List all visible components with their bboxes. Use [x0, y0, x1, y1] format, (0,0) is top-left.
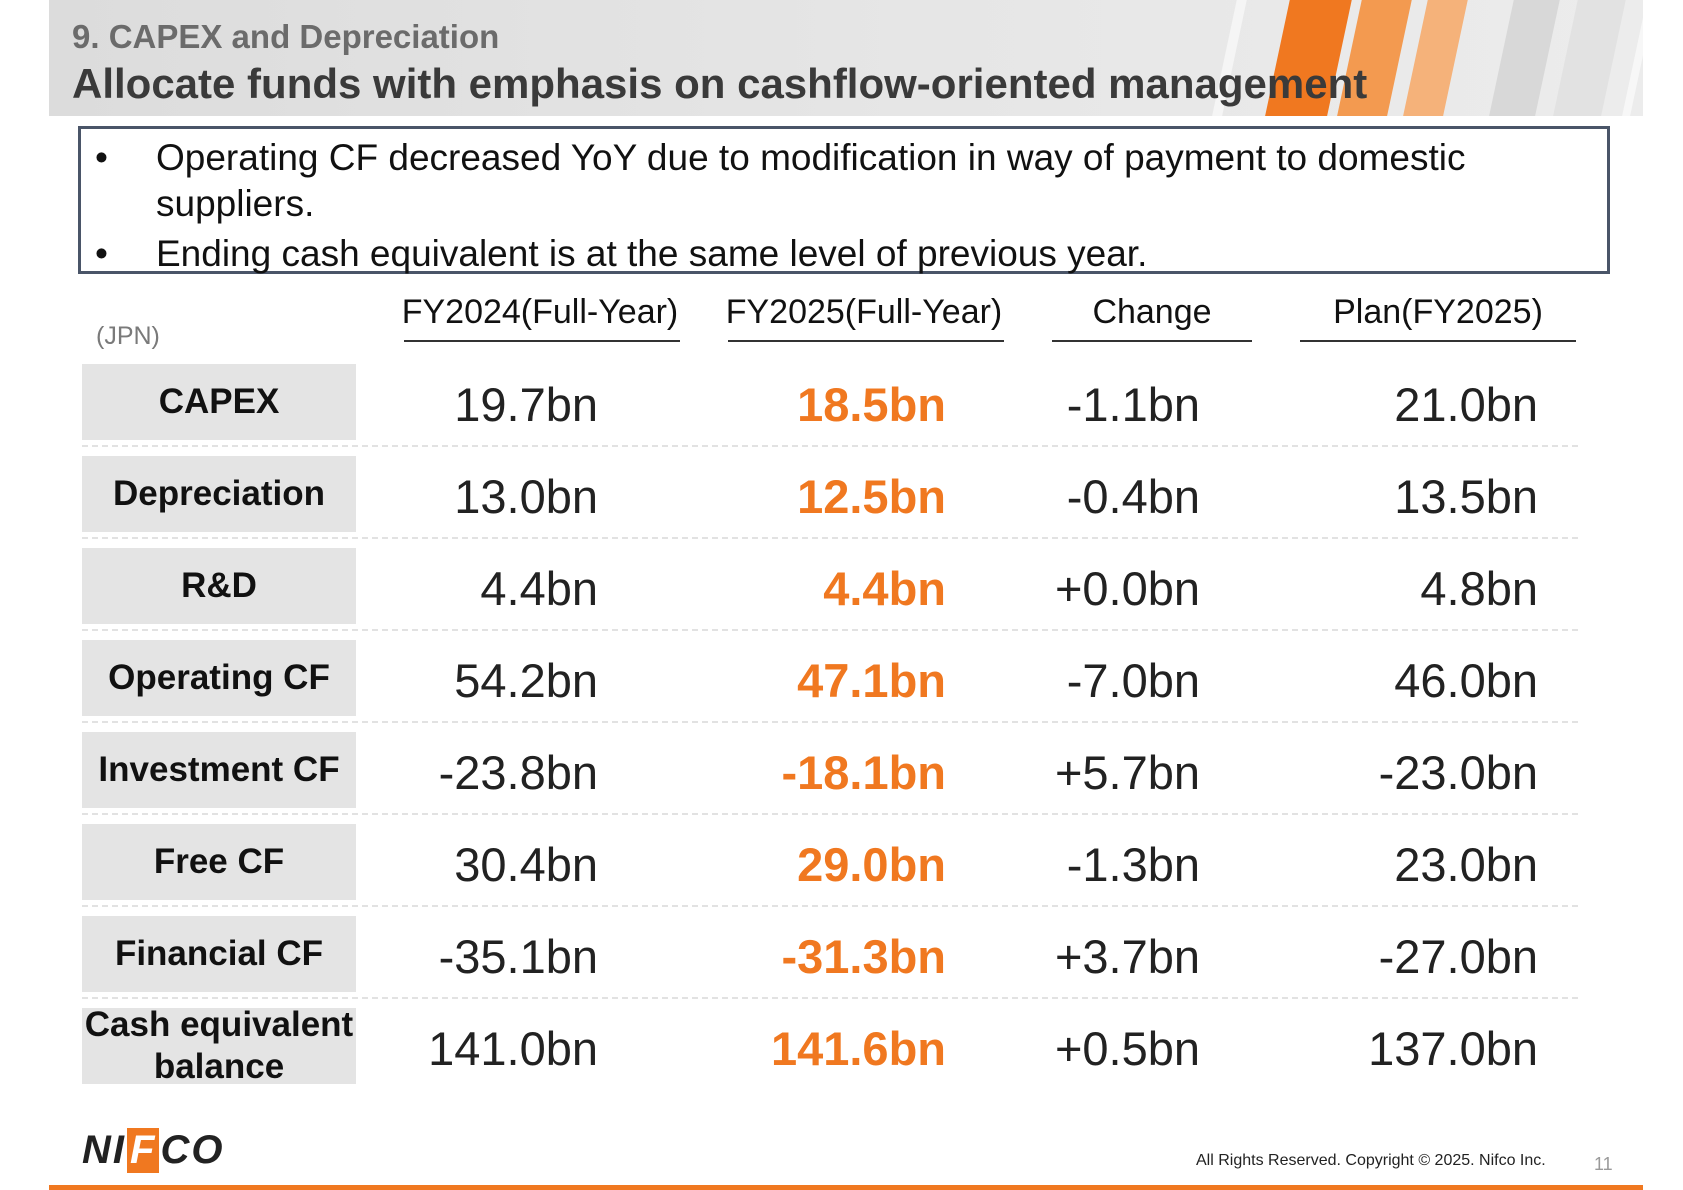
page-title: Allocate funds with emphasis on cashflow… [72, 60, 1368, 107]
nifco-logo: NI F CO [82, 1127, 225, 1173]
cell-change: -1.3bn [1066, 838, 1200, 891]
cell-fy2025: 4.4bn [823, 562, 946, 615]
cell-plan: -23.0bn [1378, 746, 1538, 799]
row-separator [82, 629, 1578, 631]
column-header-plan: Plan(FY2025) [1333, 293, 1543, 331]
section-label: 9. CAPEX and Depreciation [72, 18, 500, 55]
decorative-stripe [1400, 0, 1470, 116]
cell-fy2025: -18.1bn [781, 746, 946, 799]
decorative-stripe [1486, 0, 1562, 116]
row-separator [82, 721, 1578, 723]
logo-text-left: NI [82, 1127, 126, 1172]
row-label: CAPEX [82, 364, 356, 440]
column-header-change: Change [1092, 293, 1212, 331]
row-label: Operating CF [82, 640, 356, 716]
cell-fy2024: 30.4bn [454, 838, 598, 891]
cell-plan: 13.5bn [1394, 470, 1538, 523]
summary-bullet-text: Operating CF decreased YoY due to modifi… [156, 137, 1466, 224]
logo-f-block: F [127, 1127, 160, 1173]
row-separator [82, 813, 1578, 815]
cell-fy2025: -31.3bn [781, 930, 946, 983]
row-separator [82, 445, 1578, 447]
cell-fy2024: 54.2bn [454, 654, 598, 707]
cell-fy2024: 4.4bn [480, 562, 598, 615]
row-separator [82, 905, 1578, 907]
column-header-fy2024: FY2024(Full-Year) [401, 293, 679, 331]
cell-fy2025: 18.5bn [797, 378, 946, 431]
cell-change: -0.4bn [1066, 470, 1200, 523]
cell-change: +5.7bn [1054, 746, 1200, 799]
decorative-stripe [1550, 0, 1628, 116]
page-number: 11 [1594, 1154, 1613, 1174]
bullet-glyph: • [95, 137, 108, 178]
decorative-stripe [1619, 0, 1643, 116]
cell-fy2025: 141.6bn [770, 1022, 946, 1075]
row-separator [82, 997, 1578, 999]
summary-bullet-text: Ending cash equivalent is at the same le… [156, 233, 1148, 274]
cell-plan: 4.8bn [1420, 562, 1538, 615]
cell-plan: 23.0bn [1394, 838, 1538, 891]
cell-plan: 137.0bn [1368, 1022, 1538, 1075]
cell-plan: 46.0bn [1394, 654, 1538, 707]
cell-change: -7.0bn [1066, 654, 1200, 707]
cell-fy2024: 141.0bn [428, 1022, 598, 1075]
column-underline [728, 340, 1004, 342]
summary-box: • Operating CF decreased YoY due to modi… [78, 126, 1610, 274]
cell-fy2024: 13.0bn [454, 470, 598, 523]
cell-change: +0.5bn [1054, 1022, 1200, 1075]
row-label: Cash equivalent balance [82, 1005, 356, 1086]
footer-accent-bar [49, 1185, 1643, 1190]
row-separator [82, 537, 1578, 539]
bullet-glyph: • [95, 233, 108, 274]
copyright-notice: All Rights Reserved. Copyright © 2025. N… [1196, 1152, 1546, 1169]
cell-fy2025: 29.0bn [797, 838, 946, 891]
header-band [49, 0, 1643, 116]
cell-fy2025: 12.5bn [797, 470, 946, 523]
cell-fy2025: 47.1bn [797, 654, 946, 707]
row-label: Depreciation [82, 456, 356, 532]
cell-fy2024: 19.7bn [454, 378, 598, 431]
row-label: Free CF [82, 824, 356, 900]
cell-change: -1.1bn [1066, 378, 1200, 431]
column-header-fy2025: FY2025(Full-Year) [725, 293, 1003, 331]
cell-plan: 21.0bn [1394, 378, 1538, 431]
column-underline [404, 340, 680, 342]
row-label: Financial CF [82, 916, 356, 992]
logo-text-right: CO [160, 1127, 225, 1172]
cell-fy2024: -23.8bn [438, 746, 598, 799]
cell-change: +3.7bn [1054, 930, 1200, 983]
currency-note: (JPN) [96, 322, 160, 350]
column-underline [1300, 340, 1576, 342]
column-underline [1052, 340, 1252, 342]
cell-fy2024: -35.1bn [438, 930, 598, 983]
row-label: R&D [82, 548, 356, 624]
cell-change: +0.0bn [1054, 562, 1200, 615]
row-label: Investment CF [82, 732, 356, 808]
cell-plan: -27.0bn [1378, 930, 1538, 983]
